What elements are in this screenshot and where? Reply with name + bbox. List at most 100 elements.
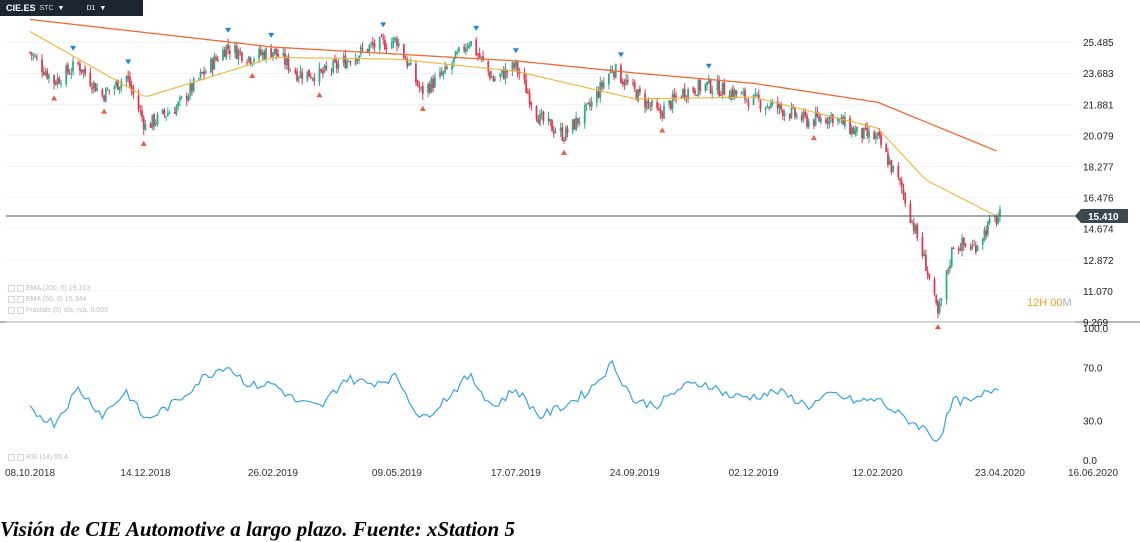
settings-icon[interactable] bbox=[8, 307, 15, 314]
candle-body bbox=[540, 113, 543, 115]
candle-body bbox=[177, 102, 180, 107]
candle-body bbox=[523, 72, 526, 80]
candle-body bbox=[535, 106, 538, 119]
candle-body bbox=[868, 131, 870, 138]
candle-body bbox=[888, 161, 891, 165]
candle-body bbox=[166, 112, 169, 116]
candle-body bbox=[657, 108, 660, 110]
candle-body bbox=[909, 203, 912, 223]
candle-body bbox=[937, 301, 939, 314]
candle-body bbox=[299, 71, 302, 78]
candle-body bbox=[475, 39, 478, 56]
candle-body bbox=[70, 72, 73, 74]
candle-body bbox=[168, 112, 171, 114]
candle-body bbox=[757, 94, 760, 100]
candle-body bbox=[349, 62, 352, 64]
settings-icon[interactable] bbox=[8, 454, 15, 461]
candle-body bbox=[356, 58, 359, 61]
candle-body bbox=[768, 106, 771, 108]
candle-body bbox=[695, 94, 698, 96]
candle-body bbox=[392, 37, 395, 44]
date-tick-label: 17.07.2019 bbox=[491, 468, 541, 479]
candle-body bbox=[842, 117, 845, 125]
candle-body bbox=[694, 90, 696, 94]
candle-body bbox=[781, 109, 784, 117]
candle-body bbox=[34, 56, 37, 58]
legend-ema200[interactable]: EMA (200, 0) 19.103 bbox=[8, 283, 108, 294]
candle-body bbox=[273, 48, 276, 53]
candle-body bbox=[559, 128, 562, 132]
candle-body bbox=[771, 101, 774, 105]
chart-toolbar: CIE.ES STC ▼ D1 ▼ bbox=[0, 0, 143, 16]
fractal-up-arrow-icon bbox=[659, 127, 666, 133]
candle-body bbox=[466, 46, 469, 49]
fractal-up-arrow-icon bbox=[419, 105, 426, 111]
candle-body bbox=[947, 269, 950, 271]
candle-body bbox=[756, 94, 758, 96]
candle-body bbox=[213, 55, 216, 70]
candle-body bbox=[385, 48, 388, 50]
symbol-label: CIE.ES bbox=[6, 3, 36, 13]
fractal-down-arrow-icon bbox=[268, 32, 275, 38]
close-icon[interactable] bbox=[17, 454, 24, 461]
candle-body bbox=[235, 46, 238, 59]
candle-body bbox=[84, 68, 87, 74]
candle-body bbox=[296, 71, 298, 81]
candle-body bbox=[132, 88, 135, 94]
fractal-down-arrow-icon bbox=[380, 22, 387, 28]
legend-rsi[interactable]: RSI (14) 55.4 bbox=[8, 454, 68, 461]
candle-body bbox=[527, 91, 529, 94]
candle-body bbox=[125, 75, 128, 82]
candle-body bbox=[795, 114, 798, 118]
price-tick-label: 23.683 bbox=[1083, 69, 1114, 80]
candle-body bbox=[116, 79, 119, 90]
fractal-down-arrow-icon bbox=[125, 59, 132, 65]
settings-icon[interactable] bbox=[8, 285, 15, 292]
candle-body bbox=[764, 107, 767, 111]
candle-body bbox=[141, 110, 143, 118]
candle-body bbox=[516, 61, 519, 73]
candle-body bbox=[294, 70, 297, 74]
candle-body bbox=[318, 67, 321, 83]
candle-body bbox=[139, 109, 142, 111]
candle-body bbox=[259, 49, 262, 55]
legend-ema50-text: EMA (50, 0) 15.344 bbox=[26, 296, 87, 303]
candle-body bbox=[101, 89, 104, 96]
close-icon[interactable] bbox=[17, 307, 24, 314]
candle-body bbox=[153, 114, 155, 126]
fractal-down-arrow-icon bbox=[512, 48, 519, 54]
rsi-tick-label: 0.0 bbox=[1083, 456, 1097, 467]
candle-body bbox=[129, 76, 131, 87]
close-icon[interactable] bbox=[17, 296, 24, 303]
candle-body bbox=[335, 60, 338, 69]
candle-body bbox=[106, 89, 109, 91]
timeframe-selector[interactable]: D1 ▼ bbox=[80, 5, 112, 12]
candle-body bbox=[464, 48, 467, 53]
symbol-selector[interactable]: CIE.ES STC ▼ bbox=[0, 3, 70, 13]
legend-ema50[interactable]: EMA (50, 0) 15.344 bbox=[8, 294, 108, 305]
candle-body bbox=[225, 45, 228, 59]
fractal-up-arrow-icon bbox=[51, 95, 58, 101]
candle-body bbox=[82, 69, 85, 73]
fractal-down-arrow-icon bbox=[70, 45, 77, 51]
candle-body bbox=[740, 92, 743, 95]
candle-body bbox=[866, 128, 869, 137]
date-tick-label: 14.12.2018 bbox=[120, 468, 170, 479]
candle-body bbox=[247, 56, 250, 62]
candle-body bbox=[282, 52, 285, 56]
candle-body bbox=[418, 85, 421, 89]
close-icon[interactable] bbox=[17, 285, 24, 292]
candle-body bbox=[371, 42, 374, 46]
legend-fractals[interactable]: Fractals (5) n/a, n/a, 0.000 bbox=[8, 305, 108, 316]
candle-body bbox=[67, 64, 69, 73]
settings-icon[interactable] bbox=[8, 296, 15, 303]
candle-body bbox=[885, 144, 888, 153]
candle-body bbox=[261, 51, 264, 56]
price-tick-label: 11.070 bbox=[1083, 287, 1113, 298]
candle-body bbox=[880, 134, 882, 146]
candle-body bbox=[346, 60, 348, 69]
price-tick-label: 14.674 bbox=[1083, 225, 1114, 236]
candle-body bbox=[354, 57, 357, 65]
candle-body bbox=[175, 106, 178, 115]
